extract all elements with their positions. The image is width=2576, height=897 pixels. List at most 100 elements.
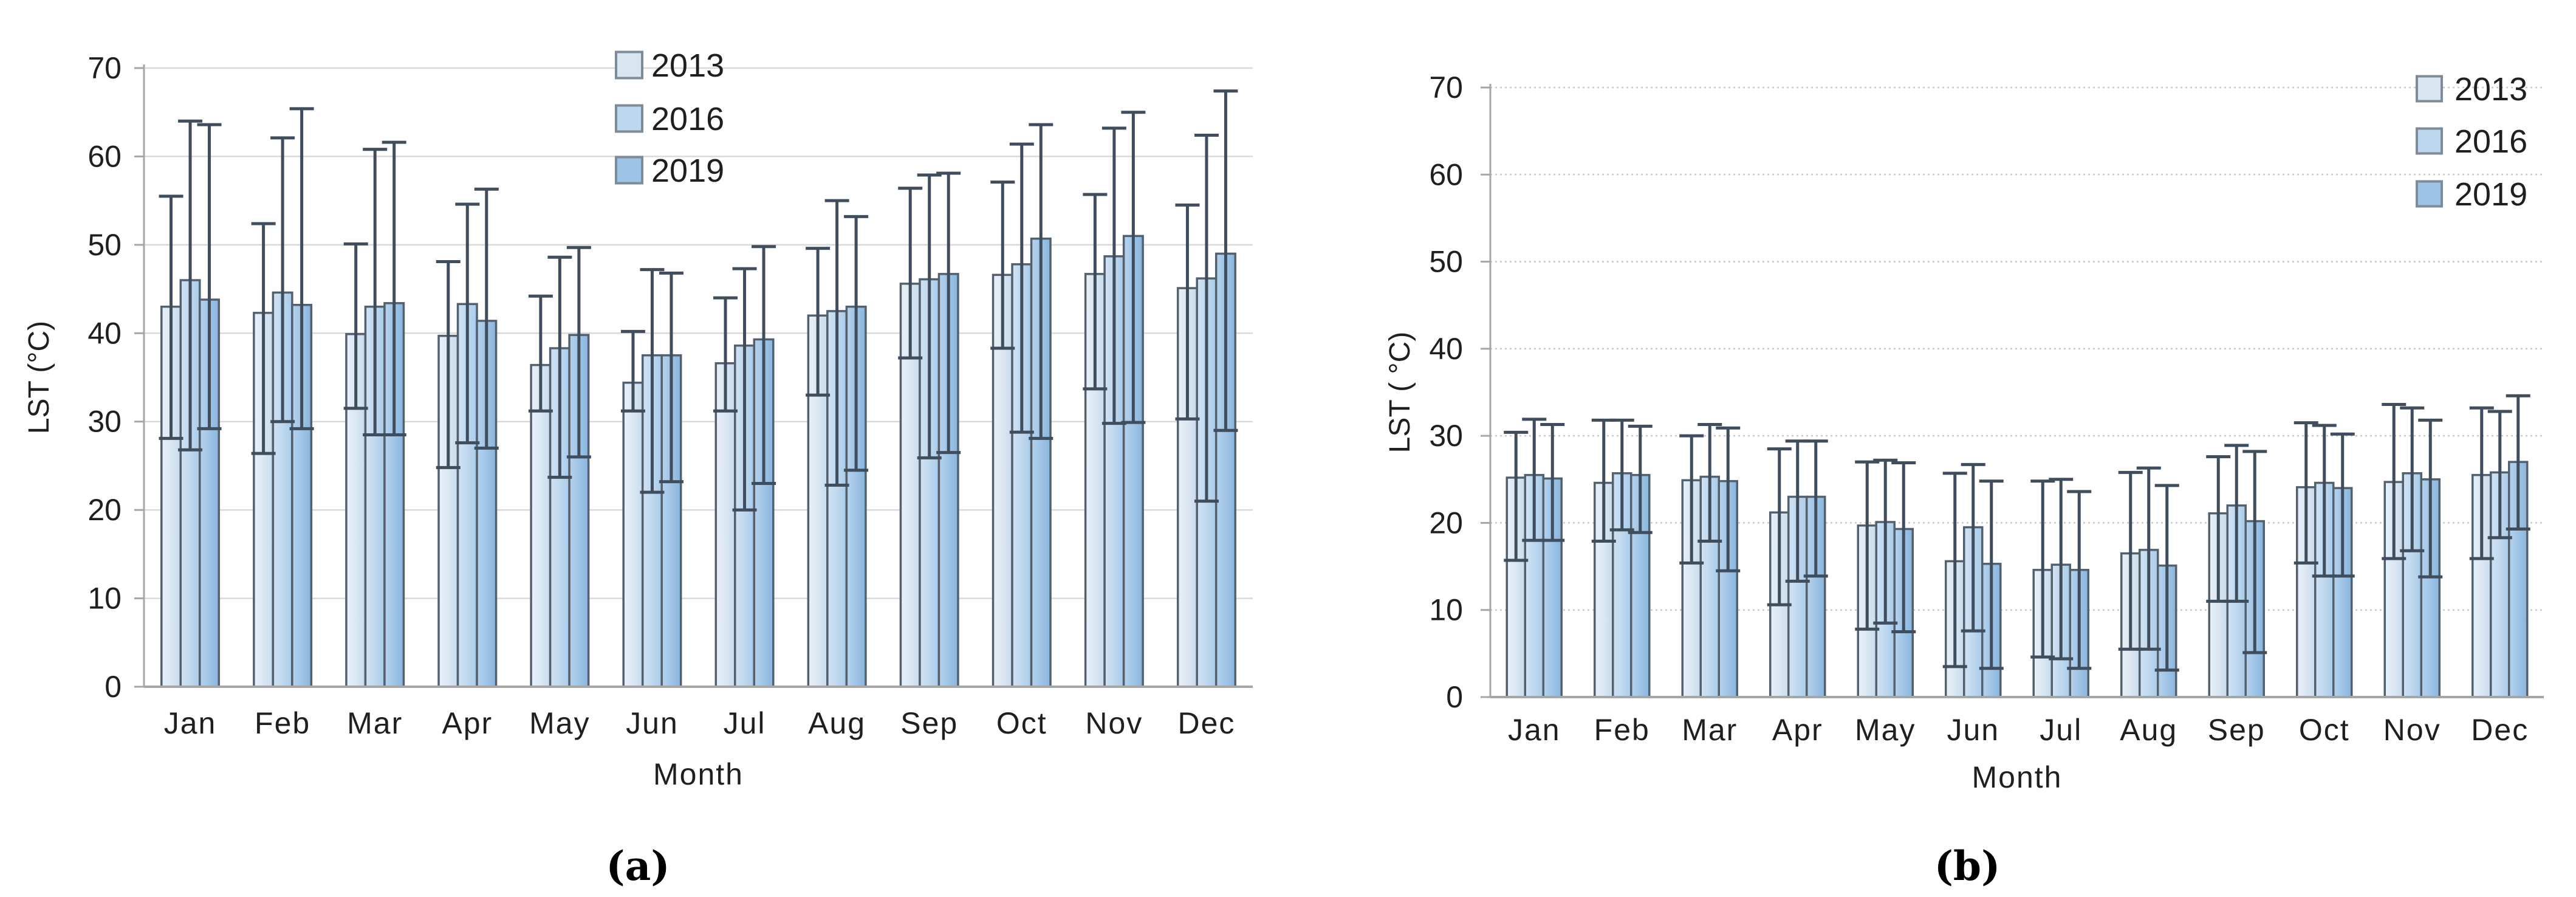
errorbar-b-may-2013 [1855,460,1880,631]
errorbar-b-dec-2016 [2487,410,2512,540]
errorbar-a-dec-2019 [1213,89,1238,432]
errorbar-a-jan-2019 [197,123,222,430]
errorbar-a-oct-2013 [990,180,1015,350]
y-axis-title-a: LST (°C) [23,321,55,434]
errorbar-b-nov-2016 [2400,406,2425,552]
legend-a: 2013 2016 2019 [615,47,724,189]
xtick-label-a-jun: Jun [626,706,679,740]
xtick-label-b-oct: Oct [2299,713,2350,747]
ytick-label-a-40: 40 [87,316,122,350]
bar-b-mar-2013 [1681,479,1702,698]
legend-b: 2013 2016 2019 [2416,71,2527,213]
errorbar-b-nov-2013 [2382,403,2406,560]
ytick-label-b-70: 70 [1429,70,1463,105]
ytick-label-a-60: 60 [87,139,122,173]
xtick-label-b-dec: Dec [2471,713,2529,747]
ytick-label-a-70: 70 [87,51,122,85]
errorbar-b-jul-2013 [2030,479,2055,659]
xtick-label-b-jun: Jun [1947,713,1999,747]
errorbar-b-aug-2019 [2154,484,2179,672]
xtick-label-b-may: May [1855,713,1916,747]
errorbar-a-may-2019 [566,246,591,459]
errorbar-a-mar-2013 [343,242,368,410]
x-axis-title-a: Month [653,757,744,791]
errorbar-b-apr-2013 [1767,447,1792,607]
errorbar-b-feb-2016 [1609,418,1634,532]
errorbar-a-aug-2019 [844,215,869,472]
bar-b-jan-2019 [1542,477,1563,698]
xtick-label-a-aug: Aug [808,706,866,740]
ytick-label-b-60: 60 [1429,157,1463,191]
xtick-label-a-dec: Dec [1177,706,1235,740]
errorbar-a-apr-2016 [455,202,480,445]
errorbar-b-jul-2019 [2067,490,2092,670]
xtick-label-a-apr: Apr [442,706,493,740]
xtick-label-b-sep: Sep [2208,713,2266,747]
legend-label-a-2013: 2013 [651,47,724,84]
legend-label-b-2019: 2019 [2454,176,2527,213]
errorbar-a-apr-2013 [436,259,461,469]
errorbar-b-dec-2019 [2506,394,2530,531]
errorbar-a-jan-2013 [159,194,183,440]
xtick-label-a-mar: Mar [347,706,403,740]
errorbar-a-jun-2016 [640,268,665,494]
ytick-label-b-10: 10 [1429,593,1463,627]
errorbar-b-mar-2016 [1697,423,1722,543]
xtick-label-b-aug: Aug [2120,713,2177,747]
errorbar-a-jan-2016 [178,119,203,452]
errorbar-a-jul-2013 [713,296,738,413]
errorbar-b-may-2019 [1891,461,1916,634]
errorbar-b-nov-2019 [2418,418,2443,579]
y-axis-title-b: LST ( °C) [1384,332,1416,453]
xtick-label-a-sep: Sep [900,706,958,740]
ytick-label-a-20: 20 [87,493,122,527]
caption-b: (b) [1934,842,2001,890]
errorbar-b-oct-2013 [2293,421,2318,565]
errorbar-b-sep-2019 [2242,450,2267,655]
errorbar-b-sep-2016 [2224,444,2249,603]
errorbar-a-oct-2019 [1029,123,1053,440]
errorbar-a-mar-2019 [382,140,406,437]
ytick-label-a-50: 50 [87,228,122,262]
chart-b: 0 10 20 30 40 50 60 70 Jan Feb Mar Apr May Jun Jul Aug S… [1384,70,2544,890]
chart-a: 0 10 20 30 40 50 60 70 Jan Feb Mar Apr May Jun Jul Aug S… [23,47,1253,890]
xtick-label-a-may: May [529,706,590,740]
bar-a-may-2013 [530,363,552,688]
errorbar-b-mar-2019 [1716,426,1741,572]
xtick-label-a-jul: Jul [724,706,766,740]
errorbar-a-jul-2016 [732,267,757,512]
errorbar-a-may-2016 [547,255,572,479]
legend-swatch-a-2016 [615,104,643,133]
ytick-label-b-50: 50 [1429,245,1463,279]
errorbar-b-oct-2019 [2330,432,2355,578]
legend-swatch-a-2013 [615,50,643,80]
errorbar-a-sep-2016 [917,173,942,459]
xtick-label-a-nov: Nov [1085,706,1143,740]
xtick-label-b-jul: Jul [2040,713,2082,747]
caption-a: (a) [606,842,670,890]
legend-label-a-2019: 2019 [651,153,724,189]
legend-swatch-a-2019 [615,156,643,185]
errorbar-a-jun-2019 [659,271,683,484]
ytick-label-a-10: 10 [87,582,122,616]
xtick-label-a-oct: Oct [996,706,1047,740]
xtick-label-b-mar: Mar [1682,713,1738,747]
errorbar-a-feb-2016 [270,136,295,424]
ytick-label-b-40: 40 [1429,332,1463,366]
ytick-label-b-0: 0 [1446,680,1463,714]
legend-label-a-2016: 2016 [651,101,724,137]
errorbar-a-aug-2013 [806,247,831,397]
errorbar-b-dec-2013 [2469,406,2494,560]
bar-a-jun-2013 [622,381,644,688]
ytick-label-a-0: 0 [104,670,122,704]
errorbar-a-nov-2019 [1121,111,1146,424]
errorbar-a-nov-2013 [1083,193,1108,391]
legend-swatch-b-2019 [2416,180,2443,208]
xtick-label-b-nov: Nov [2383,713,2441,747]
errorbar-a-dec-2013 [1175,203,1200,421]
x-axis-title-b: Month [1972,760,2063,794]
errorbar-b-jun-2019 [1979,479,2004,670]
